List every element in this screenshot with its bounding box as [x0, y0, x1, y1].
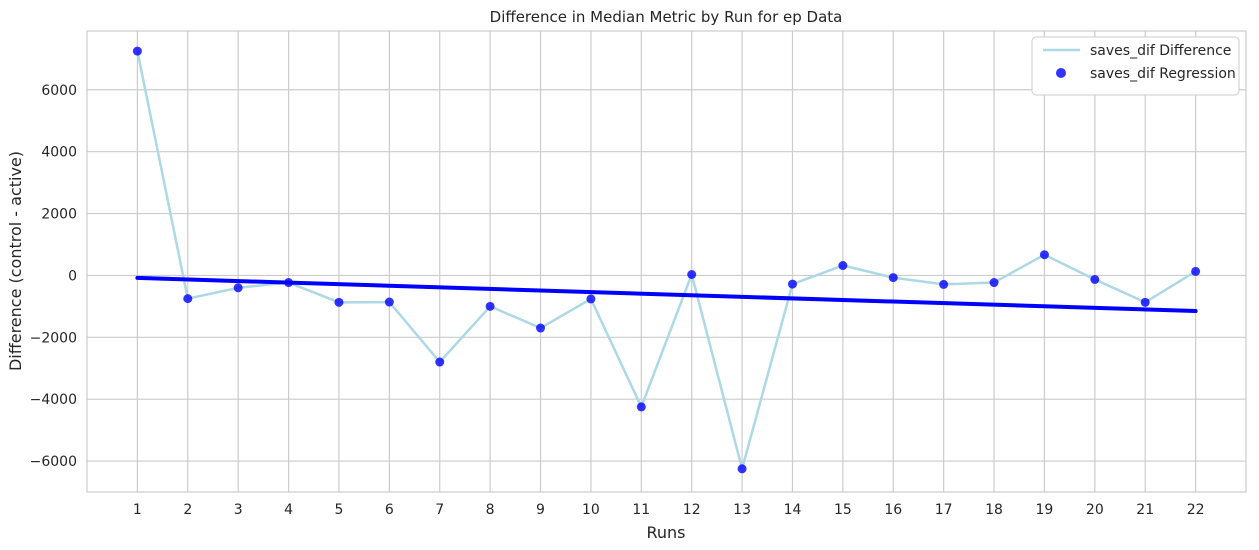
- scatter-point: [586, 294, 596, 304]
- x-tick-label: 6: [385, 502, 394, 518]
- scatter-point: [435, 357, 445, 367]
- y-tick-labels: −6000 −4000 −2000 0 2000 4000 6000: [30, 83, 77, 470]
- scatter-point: [737, 464, 747, 474]
- legend: saves_dif Difference saves_dif Regressio…: [1031, 36, 1240, 96]
- scatter-point: [132, 46, 142, 56]
- x-tick-label: 21: [1136, 502, 1154, 518]
- regression-line: [135, 275, 1198, 314]
- scatter-point: [1191, 266, 1201, 276]
- x-tick-label: 8: [486, 502, 495, 518]
- legend-scatter-swatch: [1056, 68, 1066, 78]
- scatter-point: [787, 279, 797, 289]
- y-tick-label: 0: [68, 268, 77, 284]
- legend-label-difference: saves_dif Difference: [1090, 43, 1231, 59]
- x-tick-label: 3: [234, 502, 243, 518]
- plot-area: [87, 31, 1246, 492]
- scatter-point: [939, 279, 949, 289]
- x-tick-label: 14: [784, 502, 802, 518]
- x-axis-title: Runs: [646, 523, 685, 542]
- scatter-point: [183, 294, 193, 304]
- x-tick-label: 10: [582, 502, 600, 518]
- scatter-point: [1140, 297, 1150, 307]
- x-tick-label: 4: [284, 502, 293, 518]
- x-tick-label: 5: [334, 502, 343, 518]
- x-tick-labels: 1 2 3 4 5 6 7 8 9 10 11 12 13 14 15 16 17 18 19 20 21 22: [133, 502, 1205, 518]
- x-tick-label: 15: [834, 502, 852, 518]
- x-tick-label: 2: [183, 502, 192, 518]
- scatter-point: [284, 278, 294, 288]
- y-tick-label: 2000: [41, 207, 77, 223]
- scatter-point: [1039, 250, 1049, 260]
- x-tick-label: 1: [133, 502, 142, 518]
- x-tick-label: 17: [935, 502, 953, 518]
- x-tick-label: 18: [985, 502, 1003, 518]
- series-layer: [132, 46, 1201, 474]
- y-tick-label: −6000: [30, 454, 77, 470]
- scatter-point: [838, 261, 848, 271]
- x-tick-label: 12: [683, 502, 701, 518]
- legend-label-regression: saves_dif Regression: [1090, 66, 1236, 82]
- scatter-point: [989, 278, 999, 288]
- scatter-point: [1090, 274, 1100, 284]
- difference-series-line: [136, 50, 1197, 471]
- x-tick-label: 7: [435, 502, 444, 518]
- y-axis-title: Difference (control - active): [6, 151, 25, 371]
- scatter-point: [485, 301, 495, 311]
- y-tick-label: −4000: [30, 392, 77, 408]
- plot-frame: [86, 30, 1247, 493]
- x-tick-label: 16: [884, 502, 902, 518]
- x-tick-label: 19: [1036, 502, 1054, 518]
- chart-title: Difference in Median Metric by Run for e…: [490, 8, 843, 26]
- scatter-point: [384, 297, 394, 307]
- scatter-point: [536, 323, 546, 333]
- y-tick-label: 4000: [41, 145, 77, 161]
- scatter-point: [888, 273, 898, 283]
- x-tick-label: 22: [1187, 502, 1205, 518]
- x-tick-label: 9: [536, 502, 545, 518]
- scatter-point: [334, 297, 344, 307]
- scatter-point: [233, 283, 243, 293]
- legend-box: [1031, 36, 1240, 96]
- y-tick-label: −2000: [30, 330, 77, 346]
- x-gridlines: [136, 31, 1197, 492]
- scatter-point: [636, 402, 646, 412]
- y-tick-label: 6000: [41, 83, 77, 99]
- scatter-point: [687, 269, 697, 279]
- x-tick-label: 13: [733, 502, 751, 518]
- x-tick-label: 11: [632, 502, 650, 518]
- x-tick-label: 20: [1086, 502, 1104, 518]
